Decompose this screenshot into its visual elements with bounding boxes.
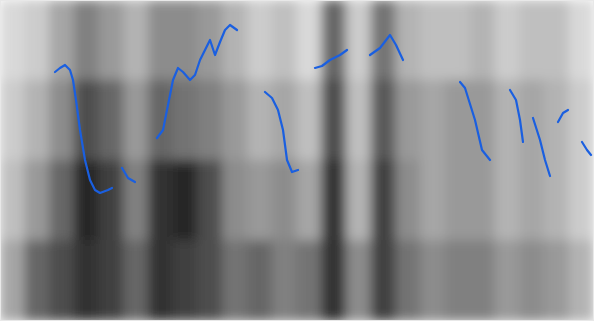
spectrogram-cell	[371, 240, 397, 321]
spectrogram-cell	[198, 80, 224, 161]
spectrogram-cell	[420, 240, 446, 321]
spectrogram-cell	[74, 240, 100, 321]
spectrogram-cell	[420, 0, 446, 81]
spectrogram-cell	[49, 80, 75, 161]
spectrogram-cell	[49, 0, 75, 81]
spectrogram-cell	[519, 160, 545, 241]
spectrogram-cell	[396, 0, 422, 81]
spectrogram-cell	[247, 160, 273, 241]
spectrogram-cell	[99, 80, 125, 161]
spectrogram-cell	[297, 160, 323, 241]
spectrogram-cell	[495, 160, 521, 241]
spectrogram-cell	[346, 240, 372, 321]
spectrogram-cell	[470, 160, 496, 241]
spectrogram-cell	[495, 0, 521, 81]
spectrogram-cell	[544, 80, 570, 161]
spectrogram-cell	[222, 0, 248, 81]
spectrogram-cell	[544, 0, 570, 81]
spectrogram-cell	[198, 240, 224, 321]
spectrogram-cell	[396, 80, 422, 161]
pitch-line	[55, 25, 591, 193]
spectrogram-cell	[519, 240, 545, 321]
spectrogram-cell	[371, 160, 397, 241]
spectrogram	[0, 0, 594, 321]
spectrogram-cell	[420, 80, 446, 161]
spectrogram-cell	[99, 0, 125, 81]
plot-frame	[1, 1, 594, 321]
spectrogram-cell	[0, 0, 25, 81]
spectrogram-cell	[247, 80, 273, 161]
spectrogram-cell	[24, 80, 50, 161]
spectrogram-cell	[495, 240, 521, 321]
spectrogram-cell	[470, 0, 496, 81]
spectrogram-cell	[346, 160, 372, 241]
spectrogram-cell	[321, 80, 347, 161]
spectrogram-cell	[371, 80, 397, 161]
spectrogram-cell	[272, 0, 298, 81]
spectrogram-cell	[247, 0, 273, 81]
spectrogram-cell	[321, 0, 347, 81]
spectrogram-cell	[49, 240, 75, 321]
spectrogram-cell	[198, 160, 224, 241]
spectrogram-cell	[297, 0, 323, 81]
spectrogram-cell	[569, 160, 594, 241]
spectrogram-cell	[74, 0, 100, 81]
spectrogram-cell	[0, 80, 25, 161]
spectrogram-cell	[420, 160, 446, 241]
spectrogram-cell	[519, 0, 545, 81]
spectrogram-cell	[173, 160, 199, 241]
spectrogram-cell	[222, 80, 248, 161]
spectrogram-cell	[569, 240, 594, 321]
spectrogram-cell	[297, 240, 323, 321]
spectrogram-cell	[24, 160, 50, 241]
spectrogram-cell	[0, 240, 25, 321]
spectrogram-cell	[272, 240, 298, 321]
spectrogram-cell	[24, 0, 50, 81]
spectrogram-cell	[247, 240, 273, 321]
spectrogram-cell	[346, 80, 372, 161]
spectrogram-cell	[148, 240, 174, 321]
spectrogram-cell	[0, 160, 25, 241]
spectrogram-cell	[495, 80, 521, 161]
spectrogram-cell	[445, 240, 471, 321]
plot-area	[0, 0, 594, 321]
spectrogram-cell	[49, 160, 75, 241]
spectrogram-cell	[99, 240, 125, 321]
spectrogram-cell	[148, 0, 174, 81]
spectrogram-cell	[544, 240, 570, 321]
spectrogram-cell	[99, 160, 125, 241]
spectrogram-cell	[321, 240, 347, 321]
spectrogram-cell	[321, 160, 347, 241]
spectrogram-cell	[569, 0, 594, 81]
spectrogram-cell	[123, 80, 149, 161]
spectrogram-cell	[346, 0, 372, 81]
spectrogram-cell	[123, 0, 149, 81]
spectrogram-cell	[222, 160, 248, 241]
spectrogram-cell	[173, 240, 199, 321]
spectrogram-cell	[445, 0, 471, 81]
spectrogram-cell	[24, 240, 50, 321]
spectrogram-cell	[396, 160, 422, 241]
pitch-contour	[55, 25, 591, 193]
spectrogram-cell	[396, 240, 422, 321]
spectrogram-cell	[123, 240, 149, 321]
spectrogram-cell	[173, 80, 199, 161]
spectrogram-cell	[470, 240, 496, 321]
spectrogram-cell	[297, 80, 323, 161]
spectrogram-cell	[74, 160, 100, 241]
spectrogram-cell	[222, 240, 248, 321]
spectrogram-cell	[123, 160, 149, 241]
spectrogram-cell	[569, 80, 594, 161]
spectrogram-cell	[445, 160, 471, 241]
chart	[0, 0, 594, 321]
spectrogram-cell	[148, 160, 174, 241]
